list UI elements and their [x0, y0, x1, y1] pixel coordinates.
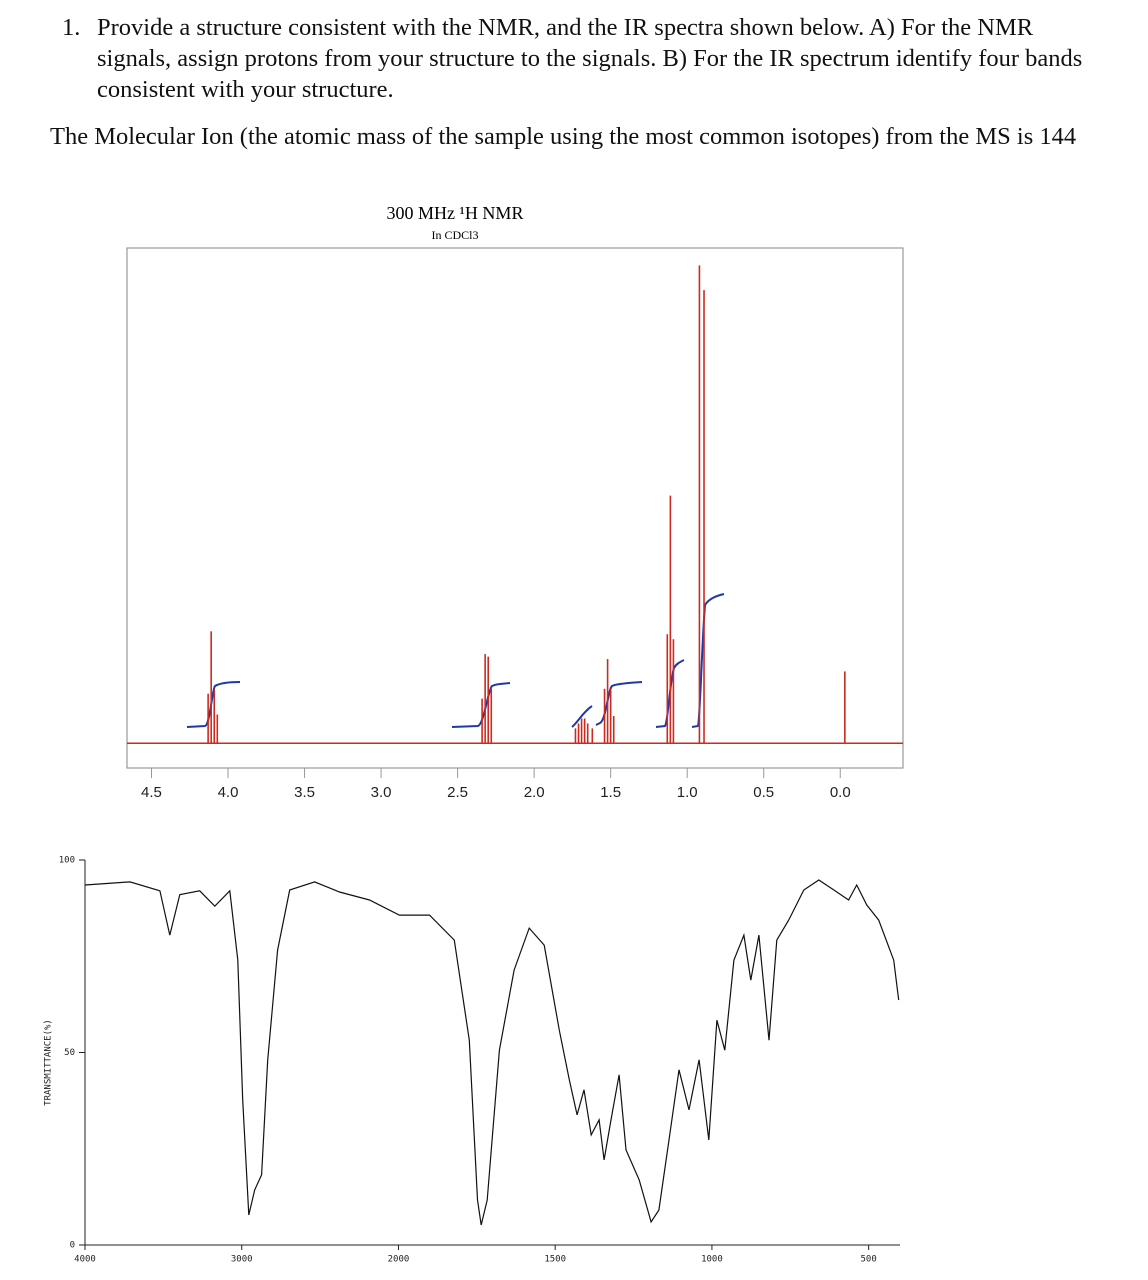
nmr-frame: [126, 247, 904, 769]
note: The Molecular Ion (the atomic mass of th…: [50, 123, 1077, 150]
x-tick-label: 3000: [231, 1255, 253, 1265]
y-tick-label: 50: [64, 1048, 75, 1058]
x-tick-label: 0.0: [830, 784, 851, 801]
nmr-title: 300 MHz ¹H NMR: [387, 203, 524, 223]
x-tick-label: 500: [861, 1255, 877, 1265]
integral: [691, 593, 725, 728]
integral: [571, 705, 593, 728]
integral: [451, 682, 511, 728]
x-tick-label: 2000: [388, 1255, 410, 1265]
x-tick-label: 2.0: [524, 784, 545, 801]
ir-trace: [84, 879, 900, 1226]
integral: [595, 681, 643, 726]
x-tick-label: 4000: [74, 1255, 96, 1265]
x-tick-label: 1500: [544, 1255, 566, 1265]
x-tick-label: 1.5: [600, 784, 621, 801]
y-tick-label: 100: [59, 856, 75, 866]
x-tick-label: 4.5: [141, 784, 162, 801]
x-tick-label: 0.5: [753, 784, 774, 801]
x-tick-label: 3.0: [371, 784, 392, 801]
x-tick-label: 1000: [701, 1255, 723, 1265]
x-tick-label: 4.0: [218, 784, 239, 801]
x-tick-label: 2.5: [447, 784, 468, 801]
x-tick-label: 3.5: [294, 784, 315, 801]
y-axis-label: TRANSMITTANCE(%): [44, 1019, 54, 1106]
question-number: 1.: [62, 14, 81, 41]
y-tick-label: 0: [70, 1241, 75, 1251]
question-text: Provide a structure consistent with the …: [97, 14, 1083, 103]
integration-curves: [186, 593, 725, 728]
x-tick-label: 1.0: [677, 784, 698, 801]
nmr-subtitle: In CDCl3: [431, 228, 478, 242]
